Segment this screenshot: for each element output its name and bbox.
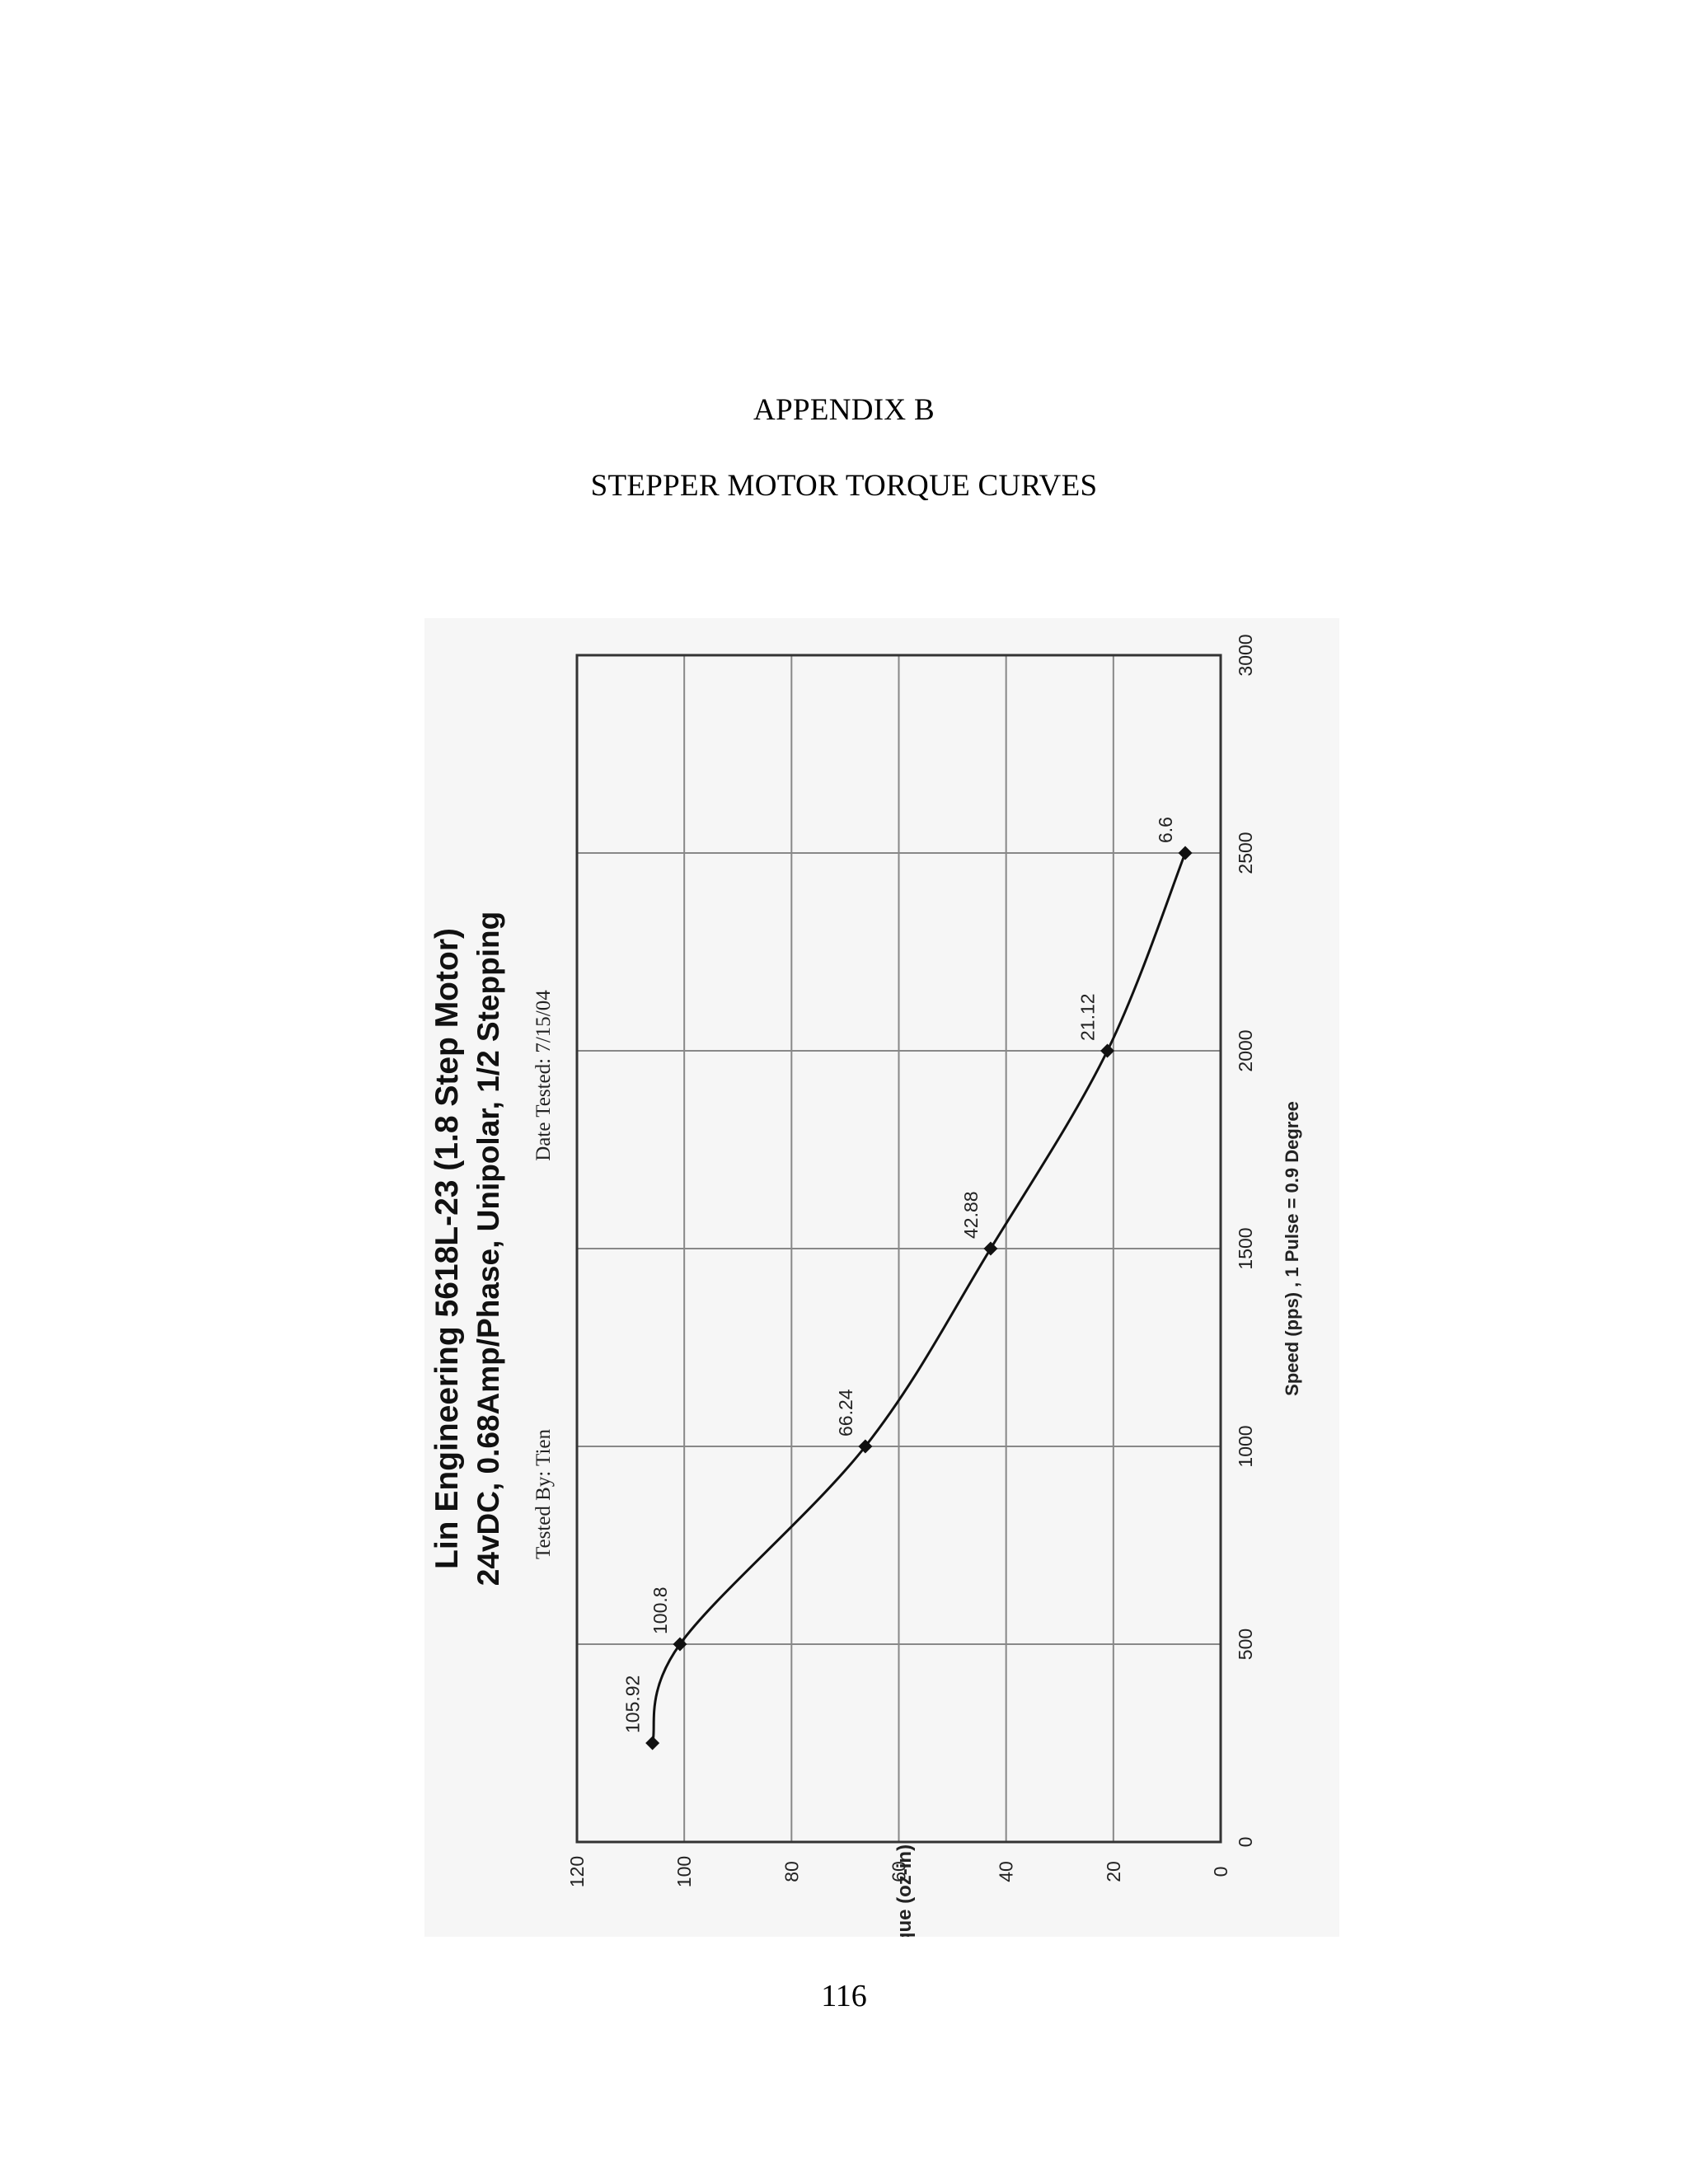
y-tick-label: 60 [889,1861,910,1882]
data-label: 66.24 [835,1389,856,1436]
data-labels: 105.92 100.8 66.24 42.88 21.12 6.6 [622,817,1176,1733]
y-tick-label: 0 [1210,1867,1231,1877]
plot-frame [575,654,1222,1844]
chart-title: Lin Engineering 5618L-23 (1.8 Step Motor… [429,928,465,1569]
y-tick-label: 80 [781,1861,802,1882]
data-label: 100.8 [649,1586,671,1634]
chart-subtitle: 24vDC, 0.68Amp/Phase, Unipolar, 1/2 Step… [471,912,505,1586]
y-tick-label: 100 [673,1856,695,1887]
data-point [858,1439,873,1454]
data-label: 105.92 [622,1675,644,1733]
y-axis-label: Torque (oz-in) [893,1844,916,1937]
y-tick-label: 20 [1103,1861,1124,1882]
tick-labels: 0 500 1000 1500 2000 2500 3000 0 20 40 60 80 100 120 [566,634,1256,1887]
y-tick-label: 120 [566,1856,588,1887]
data-point [645,1736,660,1750]
x-tick-label: 2000 [1235,1029,1256,1071]
data-point [1178,846,1193,860]
torque-curve [651,852,1187,1744]
data-point [1100,1043,1115,1058]
appendix-subtitle: STEPPER MOTOR TORQUE CURVES [590,469,1098,503]
appendix-title: APPENDIX B [753,393,935,427]
page-number: 116 [821,1979,867,2013]
x-tick-label: 1500 [1235,1227,1256,1269]
x-tick-label: 500 [1235,1629,1256,1660]
data-point [983,1241,998,1256]
x-tick-label: 1000 [1235,1425,1256,1467]
date-tested-note: Date Tested: 7/15/04 [532,990,555,1161]
x-tick-label: 0 [1235,1837,1256,1848]
data-label: 6.6 [1155,817,1176,843]
y-tick-label: 40 [996,1861,1017,1882]
x-tick-label: 3000 [1235,634,1256,676]
data-label: 42.88 [960,1191,982,1239]
x-axis-label: Speed (pps) , 1 Pulse = 0.9 Degree [1282,1101,1302,1396]
tested-by-note: Tested By: Tien [532,1429,555,1559]
chart-scan: 0 500 1000 1500 2000 2500 3000 0 20 40 60 80 100 120 … [424,618,1339,1937]
data-label: 21.12 [1077,993,1099,1041]
x-tick-label: 2500 [1235,832,1256,874]
grid-lines [576,654,1221,1843]
data-points [645,846,1193,1750]
torque-chart: 050010001500200025003000020406080100120 … [429,634,1302,1937]
